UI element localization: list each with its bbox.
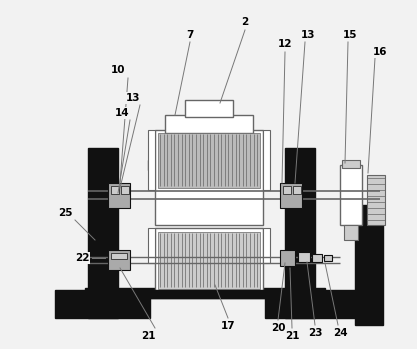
Text: 13: 13: [301, 30, 315, 40]
Bar: [121, 186, 129, 194]
Bar: [265, 290, 360, 318]
Bar: [108, 250, 130, 270]
Bar: [185, 100, 233, 117]
Text: 12: 12: [278, 39, 292, 49]
Text: 7: 7: [186, 30, 193, 40]
Bar: [108, 183, 130, 208]
Bar: [342, 160, 360, 168]
Text: 14: 14: [115, 108, 129, 118]
Text: 22: 22: [75, 253, 89, 263]
Bar: [280, 250, 295, 266]
Bar: [155, 130, 263, 225]
Bar: [158, 232, 260, 289]
Bar: [312, 254, 322, 262]
Bar: [298, 252, 310, 262]
Bar: [111, 186, 119, 194]
Bar: [283, 186, 291, 194]
Bar: [344, 225, 358, 240]
Bar: [148, 228, 155, 263]
Bar: [293, 186, 301, 194]
Text: 23: 23: [308, 328, 322, 338]
Bar: [165, 115, 253, 133]
Bar: [85, 290, 325, 298]
Bar: [340, 165, 362, 225]
Bar: [148, 130, 155, 190]
Text: 10: 10: [111, 65, 125, 75]
Text: 24: 24: [333, 328, 347, 338]
Text: 17: 17: [221, 321, 235, 331]
Bar: [263, 130, 270, 190]
Bar: [355, 205, 383, 325]
Bar: [285, 148, 315, 318]
Bar: [263, 228, 270, 263]
Bar: [280, 183, 302, 208]
Text: 21: 21: [141, 331, 155, 341]
Text: 13: 13: [126, 93, 140, 103]
Text: 15: 15: [343, 30, 357, 40]
Text: 2: 2: [241, 17, 249, 27]
Bar: [158, 133, 260, 188]
Bar: [111, 253, 127, 259]
Text: 16: 16: [373, 47, 387, 57]
Bar: [88, 148, 118, 318]
Bar: [324, 255, 332, 261]
Bar: [367, 175, 385, 225]
Bar: [155, 228, 263, 293]
Text: 20: 20: [271, 323, 285, 333]
Bar: [85, 288, 325, 298]
Bar: [55, 290, 150, 318]
Text: 21: 21: [285, 331, 299, 341]
Bar: [148, 160, 268, 170]
Text: 25: 25: [58, 208, 72, 218]
